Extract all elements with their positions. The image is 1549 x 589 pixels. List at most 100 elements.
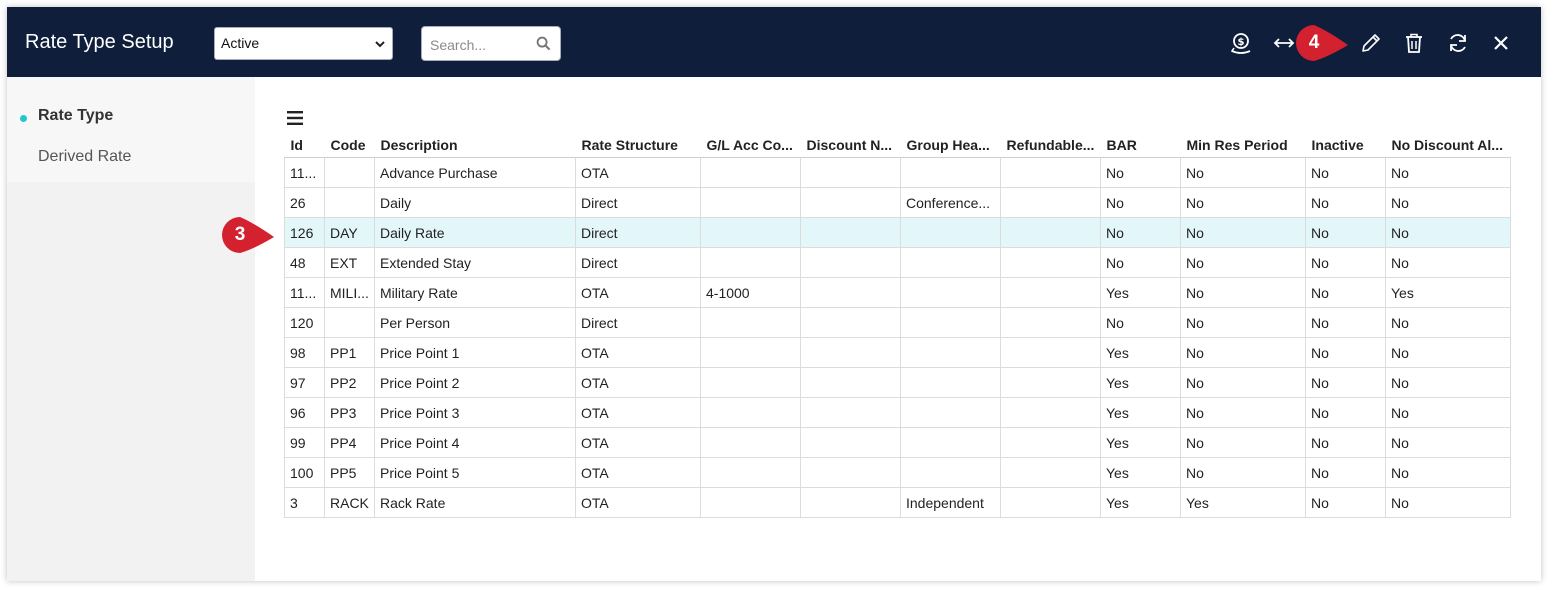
- table-row[interactable]: 26 Daily Direct Conference... No No No No: [284, 187, 1511, 218]
- table-cell: [700, 307, 801, 338]
- close-button[interactable]: [1488, 30, 1514, 56]
- column-header-no-discount[interactable]: No Discount Al...: [1385, 132, 1511, 158]
- refresh-button[interactable]: [1445, 30, 1471, 56]
- table-row[interactable]: 98 PP1 Price Point 1 OTA Yes No No No: [284, 337, 1511, 368]
- table-cell: EXT: [324, 247, 375, 278]
- column-header-inactive[interactable]: Inactive: [1305, 132, 1386, 158]
- table-cell: OTA: [575, 427, 701, 458]
- table-cell: Price Point 2: [374, 367, 576, 398]
- table-row[interactable]: 96 PP3 Price Point 3 OTA Yes No No No: [284, 397, 1511, 428]
- table-cell: 96: [284, 397, 325, 428]
- column-header-group-header[interactable]: Group Hea...: [900, 132, 1001, 158]
- table-cell: [700, 457, 801, 488]
- table-cell: Military Rate: [374, 277, 576, 308]
- table-cell: No: [1180, 457, 1306, 488]
- table-cell: No: [1305, 427, 1386, 458]
- table-cell: [700, 397, 801, 428]
- sidebar-item-rate-type[interactable]: Rate Type: [38, 107, 114, 124]
- table-cell: PP5: [324, 457, 375, 488]
- table-cell: No: [1180, 217, 1306, 248]
- callout-pointer-right-icon: [1296, 25, 1348, 61]
- table-cell: Yes: [1100, 277, 1181, 308]
- column-header-id[interactable]: Id: [284, 132, 325, 158]
- sidebar-item-derived-rate[interactable]: Derived Rate: [38, 148, 132, 165]
- table-cell: Price Point 4: [374, 427, 576, 458]
- table-cell: OTA: [575, 487, 701, 518]
- table-cell: No: [1385, 157, 1511, 188]
- table-cell: [900, 457, 1001, 488]
- column-header-description[interactable]: Description: [374, 132, 576, 158]
- search-icon[interactable]: [536, 36, 551, 51]
- table-body: 11... Advance Purchase OTA No No No No 26 Daily D…: [284, 157, 1511, 518]
- rate-pin-button[interactable]: $: [1228, 30, 1254, 56]
- table-row[interactable]: 11... MILI... Military Rate OTA 4-1000 Yes No N…: [284, 277, 1511, 308]
- table-cell: Extended Stay: [374, 247, 576, 278]
- column-menu-icon[interactable]: [287, 111, 303, 125]
- table-cell: No: [1180, 307, 1306, 338]
- table-row[interactable]: 48 EXT Extended Stay Direct No No No No: [284, 247, 1511, 278]
- table-cell: [1000, 487, 1101, 518]
- table-cell: Per Person: [374, 307, 576, 338]
- table-cell: Yes: [1100, 427, 1181, 458]
- table-cell: [1000, 247, 1101, 278]
- delete-button[interactable]: [1401, 30, 1427, 56]
- table-cell: No: [1385, 367, 1511, 398]
- table-cell: No: [1305, 277, 1386, 308]
- table-cell: No: [1305, 247, 1386, 278]
- column-header-bar[interactable]: BAR: [1100, 132, 1181, 158]
- table-cell: 4-1000: [700, 277, 801, 308]
- table-cell: Rack Rate: [374, 487, 576, 518]
- table-cell: Direct: [575, 247, 701, 278]
- table-cell: Yes: [1100, 397, 1181, 428]
- table-row[interactable]: 11... Advance Purchase OTA No No No No: [284, 157, 1511, 188]
- table-cell: [1000, 337, 1101, 368]
- table-cell: [800, 247, 901, 278]
- table-cell: [1000, 427, 1101, 458]
- table-cell: [800, 457, 901, 488]
- table-cell: RACK: [324, 487, 375, 518]
- table-cell: Advance Purchase: [374, 157, 576, 188]
- svg-text:$: $: [1238, 37, 1245, 48]
- table-cell: 99: [284, 427, 325, 458]
- search-box[interactable]: [421, 26, 561, 61]
- table-cell: Price Point 5: [374, 457, 576, 488]
- table-cell: PP3: [324, 397, 375, 428]
- column-header-code[interactable]: Code: [324, 132, 375, 158]
- table-cell: OTA: [575, 157, 701, 188]
- pencil-icon: [1362, 34, 1380, 52]
- table-header-row: Id Code Description Rate Structure G/L A…: [284, 132, 1511, 158]
- close-icon: [1494, 36, 1508, 50]
- table-cell: Price Point 3: [374, 397, 576, 428]
- table-cell: PP4: [324, 427, 375, 458]
- status-filter-select[interactable]: Active: [214, 27, 393, 60]
- column-header-refundable[interactable]: Refundable...: [1000, 132, 1101, 158]
- table-row[interactable]: 97 PP2 Price Point 2 OTA Yes No No No: [284, 367, 1511, 398]
- table-row[interactable]: 3 RACK Rack Rate OTA Independent Yes Yes No No: [284, 487, 1511, 518]
- table-cell: [1000, 217, 1101, 248]
- table-cell: OTA: [575, 367, 701, 398]
- table-cell: [800, 217, 901, 248]
- search-input[interactable]: [428, 34, 532, 56]
- edit-button[interactable]: [1358, 30, 1384, 56]
- table-cell: No: [1180, 367, 1306, 398]
- table-row[interactable]: 100 PP5 Price Point 5 OTA Yes No No No: [284, 457, 1511, 488]
- resize-button[interactable]: [1271, 30, 1297, 56]
- table-cell: No: [1385, 487, 1511, 518]
- table-cell: [700, 427, 801, 458]
- column-header-min-res-period[interactable]: Min Res Period: [1180, 132, 1306, 158]
- table-cell: [324, 157, 375, 188]
- sidebar: Rate Type Derived Rate: [7, 77, 255, 581]
- table-cell: No: [1385, 307, 1511, 338]
- column-header-rate-structure[interactable]: Rate Structure: [575, 132, 701, 158]
- table-row[interactable]: 99 PP4 Price Point 4 OTA Yes No No No: [284, 427, 1511, 458]
- column-header-discount[interactable]: Discount N...: [800, 132, 901, 158]
- table-cell: [324, 187, 375, 218]
- column-header-gl-account[interactable]: G/L Acc Co...: [700, 132, 801, 158]
- table-cell: [900, 307, 1001, 338]
- table-cell: No: [1305, 307, 1386, 338]
- table-row[interactable]: 126 DAY Daily Rate Direct No No No No: [284, 217, 1511, 248]
- sidebar-item-panel: [7, 77, 255, 182]
- table-row[interactable]: 120 Per Person Direct No No No No: [284, 307, 1511, 338]
- table-cell: No: [1100, 307, 1181, 338]
- table-cell: No: [1180, 157, 1306, 188]
